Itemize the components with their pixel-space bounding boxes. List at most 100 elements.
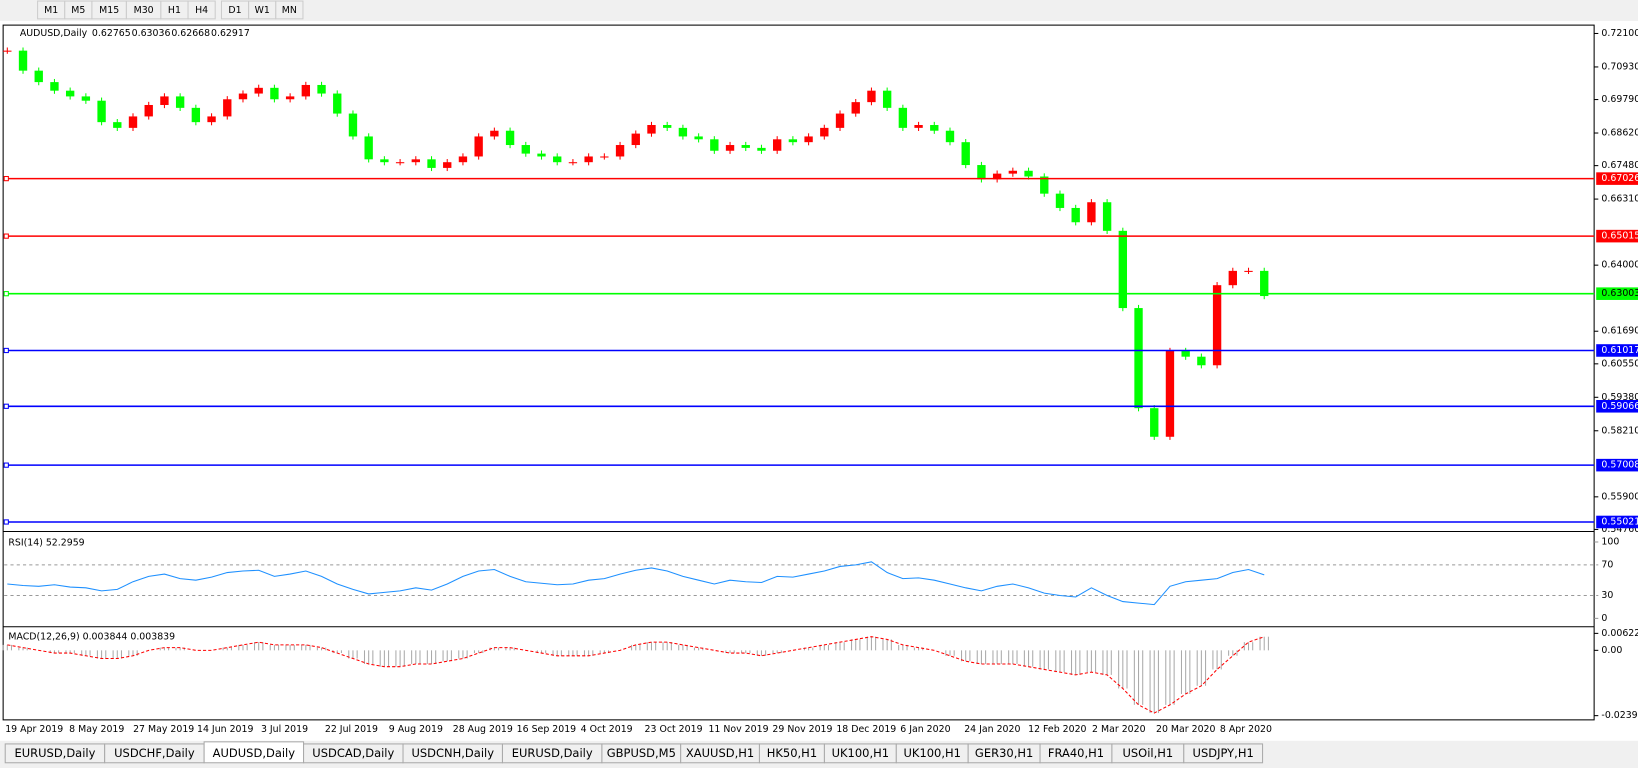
candle <box>1008 170 1018 174</box>
x-tick-label: 2 Mar 2020 <box>1092 724 1146 735</box>
candle <box>553 156 562 163</box>
level-handle <box>3 403 9 409</box>
y-tick-label: 0 <box>1601 613 1607 624</box>
tab-label[interactable]: USDCNH,Daily <box>411 746 494 760</box>
x-tick-label: 3 Jul 2019 <box>261 724 308 735</box>
timeframe-label[interactable]: M1 <box>44 5 58 16</box>
y-tick-label: 0.64000 <box>1601 260 1638 271</box>
candle <box>34 70 43 83</box>
tab-label[interactable]: USDCHF,Daily <box>114 746 195 760</box>
timeframe-label[interactable]: M5 <box>71 5 85 16</box>
candle <box>238 93 248 100</box>
timeframe-label[interactable]: M30 <box>134 5 154 16</box>
tab-label[interactable]: HK50,H1 <box>767 746 817 760</box>
candle <box>1102 202 1112 231</box>
candle <box>1260 270 1269 297</box>
candle <box>992 173 1002 180</box>
tab-label[interactable]: GER30,H1 <box>975 746 1033 760</box>
y-tick-label: 0.68620 <box>1601 128 1638 139</box>
tab[interactable] <box>1183 743 1264 764</box>
candle <box>1071 207 1080 223</box>
tab-label[interactable]: USDCAD,Daily <box>312 746 394 760</box>
timeframe-label[interactable]: H4 <box>195 5 208 16</box>
tab-label[interactable]: FRA40,H1 <box>1048 746 1104 760</box>
candle <box>914 125 923 128</box>
y-tick-label: 0.70930 <box>1601 61 1638 72</box>
candle <box>961 142 970 166</box>
tab-label[interactable]: UK100,H1 <box>903 746 960 760</box>
candle <box>867 90 876 103</box>
level-label-box <box>1596 400 1638 413</box>
candle <box>254 87 263 94</box>
x-tick-label: 14 Jun 2019 <box>197 724 253 735</box>
tab-label[interactable]: GBPUSD,M5 <box>607 746 676 760</box>
candle <box>772 139 782 151</box>
y-tick-label: 0.58210 <box>1601 425 1638 436</box>
candle <box>804 136 813 143</box>
timeframe-button[interactable] <box>275 0 304 20</box>
timeframe-button[interactable] <box>187 0 216 20</box>
candle <box>678 127 688 137</box>
candle <box>1087 202 1096 223</box>
candle <box>411 159 420 163</box>
candle <box>443 162 452 168</box>
candle <box>1244 270 1253 272</box>
timeframe-label[interactable]: W1 <box>255 5 270 16</box>
timeframe-label[interactable]: MN <box>282 5 297 16</box>
candle <box>647 125 656 134</box>
tab-label[interactable]: EURUSD,Daily <box>512 746 593 760</box>
x-tick-label: 29 Nov 2019 <box>772 724 832 735</box>
tab-label[interactable]: UK100,H1 <box>832 746 889 760</box>
toolbar <box>0 0 1638 21</box>
y-tick-label: 30 <box>1601 590 1613 601</box>
candle <box>930 125 939 131</box>
candle <box>521 145 530 154</box>
x-tick-label: 6 Jan 2020 <box>900 724 950 735</box>
level-label-box <box>1596 458 1638 472</box>
candle <box>348 113 358 137</box>
candle <box>1024 170 1033 177</box>
level-label: 0.65015 <box>1601 231 1638 242</box>
tab-label[interactable]: USOil,H1 <box>1122 746 1173 760</box>
level-label: 0.61017 <box>1601 345 1638 356</box>
tab-label[interactable]: AUDUSD,Daily <box>213 746 296 760</box>
tab-label[interactable]: USDJPY,H1 <box>1193 746 1254 760</box>
tab-label[interactable]: XAUUSD,H1 <box>686 746 754 760</box>
x-tick-label: 28 Aug 2019 <box>453 724 513 735</box>
level-label-box <box>1596 344 1638 357</box>
candle <box>725 145 735 151</box>
level-label-box <box>1596 229 1638 243</box>
candle <box>175 96 185 108</box>
tab-label[interactable]: EURUSD,Daily <box>14 746 95 760</box>
candle <box>898 107 908 128</box>
level-label: 0.57008 <box>1601 460 1638 471</box>
level-handle <box>3 462 9 468</box>
level-handle <box>3 291 9 297</box>
candle <box>270 87 279 100</box>
level-label: 0.59066 <box>1601 401 1638 412</box>
candle <box>1118 230 1128 309</box>
candle <box>160 96 169 105</box>
candle <box>3 50 12 52</box>
x-tick-label: 20 Mar 2020 <box>1156 724 1216 735</box>
y-tick-label: 0.61690 <box>1601 326 1638 337</box>
x-tick-label: 27 May 2019 <box>133 724 194 735</box>
candle <box>65 90 75 97</box>
candle <box>458 156 468 163</box>
candle <box>128 116 138 128</box>
timeframe-label[interactable]: H1 <box>168 5 181 16</box>
candle <box>505 130 515 146</box>
level-handle <box>3 347 9 354</box>
candle <box>710 139 719 151</box>
y-tick-label: 0.66310 <box>1601 194 1638 205</box>
timeframe-label[interactable]: D1 <box>228 5 241 16</box>
y-tick-label: 0.00 <box>1601 645 1622 656</box>
candle <box>568 162 578 164</box>
timeframe-label[interactable]: M15 <box>99 5 119 16</box>
level-label-box <box>1596 515 1638 529</box>
x-tick-label: 22 Jul 2019 <box>325 724 378 735</box>
candle <box>50 82 59 91</box>
level-handle <box>3 519 9 525</box>
candle <box>1134 308 1143 409</box>
x-tick-label: 8 Apr 2020 <box>1220 724 1272 735</box>
